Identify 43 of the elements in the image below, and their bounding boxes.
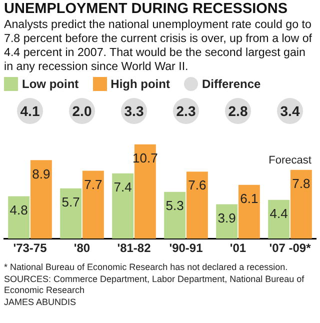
bar xyxy=(112,173,134,239)
bar xyxy=(30,160,52,239)
text: 2.0 xyxy=(72,102,92,119)
text: 3.4 xyxy=(280,102,300,119)
data-label: 3.9 xyxy=(218,210,236,226)
bar xyxy=(164,192,186,239)
data-label: 5.7 xyxy=(62,194,80,210)
text: JAMES ABUNDIS xyxy=(4,297,78,308)
data-label: 8.9 xyxy=(32,166,50,182)
bar xyxy=(216,204,238,239)
text: 2.3 xyxy=(176,102,196,119)
x-tick-label: '07 -09* xyxy=(269,241,312,256)
data-label: 7.7 xyxy=(84,176,102,192)
data-label: 6.1 xyxy=(240,190,258,206)
bar xyxy=(186,172,208,239)
data-label: 5.3 xyxy=(166,198,184,213)
data-label: 7.6 xyxy=(188,178,206,193)
data-label: 7.4 xyxy=(114,179,132,194)
x-tick-label: '90-91 xyxy=(169,241,204,256)
legend-label: High point xyxy=(110,77,170,91)
text: 2.8 xyxy=(228,102,248,119)
text: Difference xyxy=(202,77,261,91)
legend-label: Low point xyxy=(22,77,79,91)
bar xyxy=(60,188,82,239)
x-tick-label: '73-75 xyxy=(13,241,48,256)
x-tick-label: '01 xyxy=(230,241,246,256)
source-note: SOURCES: Commerce Department, Labor Department, National Bureau of Economic Research xyxy=(4,274,306,296)
text: 4.1 xyxy=(20,102,40,119)
text: * National Bureau of Economic Research has not declared a recession. xyxy=(4,262,289,273)
text: 3.3 xyxy=(124,102,144,119)
chart-subtitle: Analysts predict the national unemployment rate could go to 7.8 percent before the current crisis is over, up from a low of 4.4 percent in 2007. That would be the second largest gain in any recession since World War II. xyxy=(3,17,314,74)
data-label: 4.4 xyxy=(270,206,288,221)
annotation: Forecast xyxy=(268,154,312,166)
chart-title: UNEMPLOYMENT DURING RECESSIONS xyxy=(3,0,289,17)
bar xyxy=(238,184,260,239)
bar xyxy=(268,200,290,239)
data-label: 7.8 xyxy=(292,176,310,191)
x-tick-label: '81-82 xyxy=(117,241,152,256)
bar xyxy=(8,196,30,239)
data-label: 4.8 xyxy=(10,202,28,218)
bar xyxy=(82,170,104,239)
bar xyxy=(290,170,312,239)
x-tick-label: '80 xyxy=(74,241,90,256)
